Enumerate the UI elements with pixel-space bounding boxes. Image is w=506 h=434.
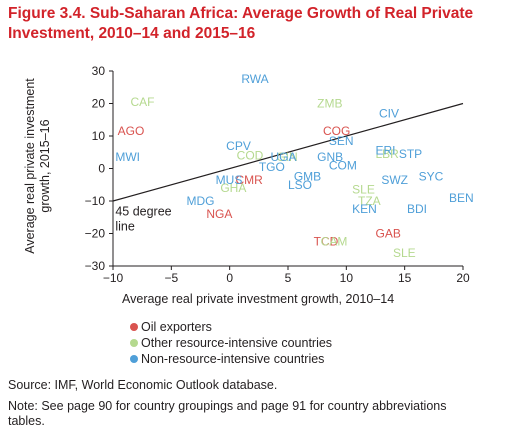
point-label-com: COM [329,158,357,172]
y-tick-label: 10 [92,129,106,143]
point-label-syc: SYC [419,170,444,184]
point-label-swz: SWZ [381,173,408,187]
point-label-ken: KEN [352,202,377,216]
point-label-mwi: MWI [115,150,140,164]
chart-title: Figure 3.4. Sub-Saharan Africa: Average … [8,5,474,42]
footnote: Note: See page 90 for country groupings … [8,399,447,428]
point-label-bdi: BDI [407,202,427,216]
x-tick-label: 10 [340,271,354,285]
x-tick-label: 20 [456,271,470,285]
legend-label-nonresource: Non-resource-intensive countries [141,352,325,366]
point-label-mdg: MDG [187,194,215,208]
point-label-cog: COG [323,124,350,138]
point-label-gnb: GNB [317,150,343,164]
legend-item-non-resource: Non-resource-intensive countries [130,351,332,367]
point-label-gmb: GMB [294,170,321,184]
x-tick-label: 0 [226,271,233,285]
point-label-zmb: ZMB [317,97,342,111]
point-label-tgo: TGO [259,160,285,174]
point-label-lso: LSO [288,178,312,192]
point-label-ago: AGO [118,124,145,138]
x-tick-label: 15 [398,271,412,285]
point-label-civ: CIV [379,106,399,120]
y-tick-label: 30 [92,64,106,78]
point-label-ben: BEN [449,191,474,205]
legend-marker-nonresource [130,355,138,363]
point-label-caf: CAF [131,95,155,109]
point-label-lbr: LBR [376,147,400,161]
y-tick-label: 20 [92,97,106,111]
reference-line-label-line: line [115,220,135,234]
reference-line-45-degree [112,102,464,202]
point-label-gin: GIN [276,150,297,164]
y-axis-label-line-1: Average real private investment [23,78,37,254]
point-label-cod: COD [237,149,264,163]
x-tick-label: −5 [164,271,178,285]
reference-line-label: 45 degree line [115,205,171,234]
y-tick-label: −10 [85,194,106,208]
point-label-tcd: TCD [314,235,339,249]
legend-label-oil: Oil exporters [141,320,212,334]
point-label-sle: SLE [393,246,416,260]
point-label-cmr: CMR [236,173,264,187]
y-tick-label: −30 [85,259,106,273]
y-axis-label-line-2: growth, 2015–16 [38,119,52,213]
point-label-gab: GAB [376,227,401,241]
point-label-cpv: CPV [226,139,251,153]
point-label-nga: NGA [206,207,232,221]
legend-label-resource: Other resource-intensive countries [141,336,333,350]
x-tick-label: 5 [285,271,292,285]
point-label-rwa: RWA [241,72,268,86]
point-label-gha: GHA [220,181,246,195]
legend-item-other-resource: Other resource-intensive countries [130,335,332,351]
legend-marker-resource [130,339,138,347]
point-label-eri: ERI [376,144,396,158]
reference-line-label-line: 45 degree [115,205,171,219]
point-label-sle: SLE [352,183,375,197]
y-tick-label: −20 [85,227,106,241]
legend-marker-oil [130,323,138,331]
point-label-stp: STP [399,147,422,161]
point-label-tza: TZA [358,194,381,208]
y-tick-label: 0 [98,162,105,176]
point-label-sen: SEN [329,134,354,148]
x-axis-label: Average real private investment growth, … [122,292,395,306]
x-tick-label: −10 [103,271,124,285]
source-note: Source: IMF, World Economic Outlook data… [8,378,278,392]
point-label-cam: CAM [321,235,348,249]
point-label-uga: UGA [271,150,297,164]
legend: Oil exporters Other resource-intensive c… [130,319,332,367]
legend-item-oil-exporters: Oil exporters [130,319,332,335]
point-label-mus: MUS [216,173,243,187]
